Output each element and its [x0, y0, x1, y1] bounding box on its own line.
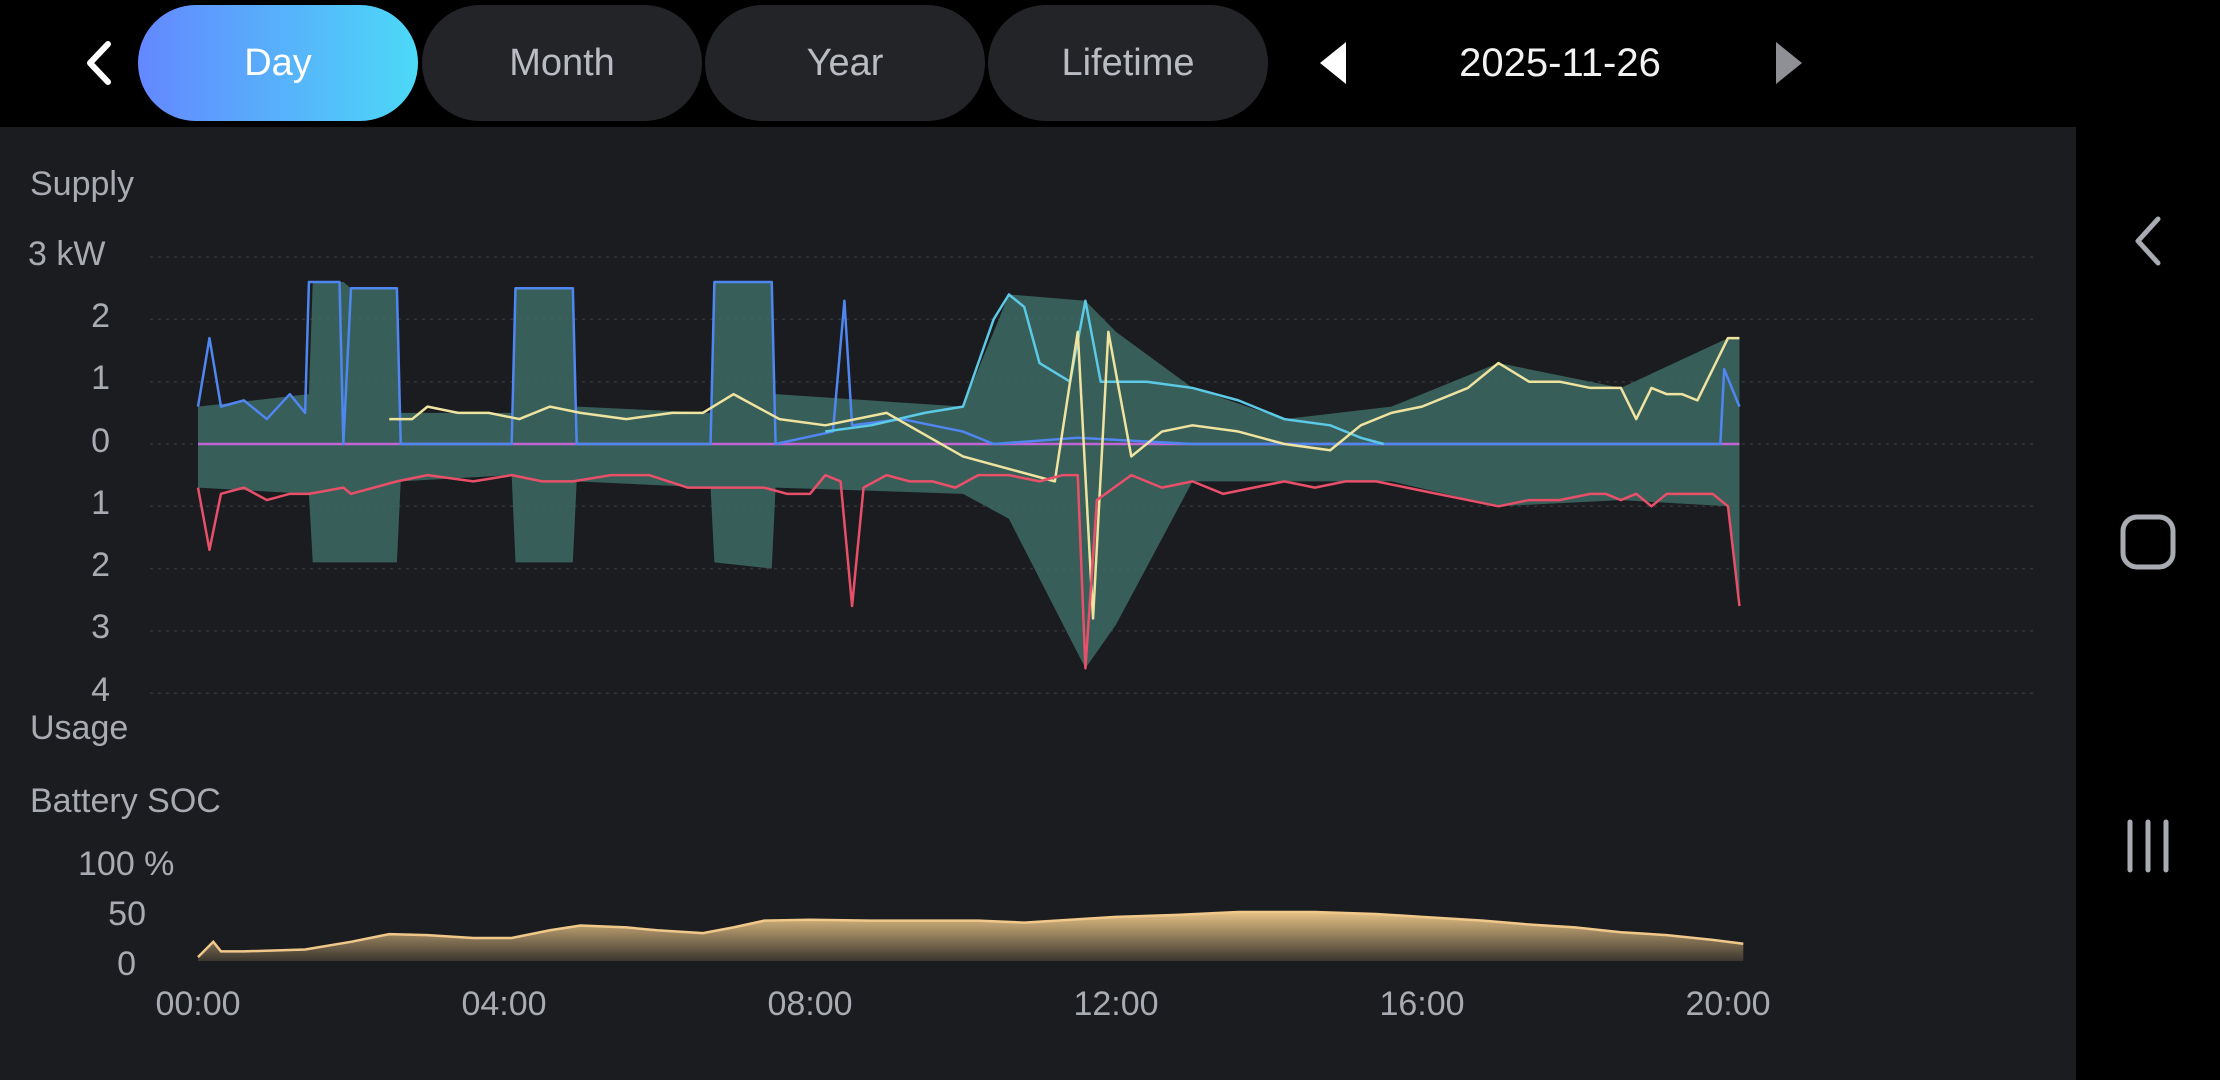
triangle-right-icon	[1776, 42, 1802, 84]
back-button[interactable]	[70, 30, 126, 96]
home-square-icon	[2120, 514, 2176, 570]
series-line-red	[196, 473, 1741, 670]
x-tick-label: 12:00	[1073, 985, 1159, 1023]
x-tick-label: 16:00	[1379, 985, 1465, 1023]
x-tick-label: 00:00	[155, 985, 241, 1023]
energy-chart	[150, 256, 2036, 961]
system-recents-button[interactable]	[2112, 810, 2184, 882]
battery-soc-line	[197, 910, 1744, 959]
y-tick-label: 3	[91, 608, 110, 646]
recents-icon	[2127, 819, 2169, 873]
system-navigation-bar	[2076, 0, 2220, 1080]
supply-usage-fill	[198, 282, 1740, 669]
series-line-yellow	[389, 330, 1740, 620]
soc-tick-label: 50	[108, 895, 146, 933]
chevron-left-icon	[2135, 216, 2161, 266]
y-tick-label: 1	[91, 484, 110, 522]
supply-label: Supply	[30, 165, 134, 203]
tab-lifetime[interactable]: Lifetime	[988, 5, 1268, 121]
soc-tick-label: 100 %	[78, 845, 175, 883]
tab-day[interactable]: Day	[138, 5, 418, 121]
previous-date-button[interactable]	[1304, 30, 1360, 96]
y-tick-label: 1	[91, 359, 110, 397]
x-tick-label: 20:00	[1685, 985, 1771, 1023]
y-tick-label: 2	[91, 297, 110, 335]
selected-date[interactable]: 2025-11-26	[1459, 40, 1661, 85]
y-tick-label: 3 kW	[28, 235, 106, 273]
x-tick-label: 04:00	[461, 985, 547, 1023]
system-home-button[interactable]	[2112, 506, 2184, 578]
battery-soc-label: Battery SOC	[30, 782, 221, 820]
series-line-blue	[196, 280, 1741, 446]
chart-panel: Supply Usage 3 kW 2 1 0 1 2 3 4 Battery …	[0, 127, 2076, 1080]
triangle-left-icon	[1320, 42, 1346, 84]
x-tick-label: 08:00	[767, 985, 853, 1023]
y-tick-label: 2	[91, 546, 110, 584]
usage-label: Usage	[30, 709, 129, 747]
system-back-button[interactable]	[2112, 205, 2184, 277]
battery-soc-area	[198, 912, 1744, 961]
y-tick-label: 0	[91, 422, 110, 460]
y-tick-label: 4	[91, 671, 110, 709]
tab-year[interactable]: Year	[705, 5, 985, 121]
soc-tick-label: 0	[117, 945, 136, 983]
tab-month[interactable]: Month	[422, 5, 702, 121]
top-bar: Day Month Year Lifetime 2025-11-26	[0, 0, 2076, 127]
next-date-button[interactable]	[1762, 30, 1818, 96]
chevron-left-icon	[87, 41, 111, 85]
